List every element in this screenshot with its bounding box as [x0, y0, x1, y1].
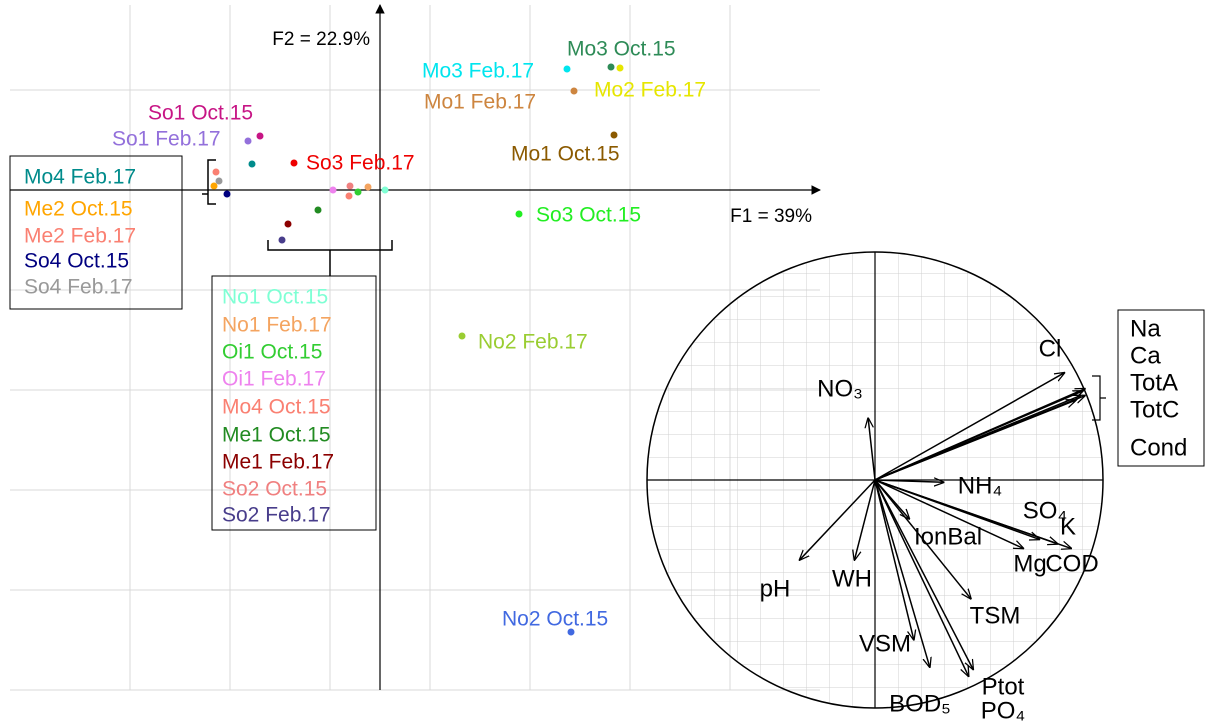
point-label: Mo2 Feb.17 — [594, 79, 706, 102]
variable-label: pH — [760, 575, 791, 602]
loading-arrow — [854, 479, 876, 560]
point — [610, 131, 618, 139]
variable-label: Cond — [1130, 434, 1187, 461]
point — [284, 220, 292, 228]
variable-label: Ptot — [982, 673, 1025, 700]
point — [244, 137, 252, 145]
point-label: Mo3 Feb.17 — [422, 60, 534, 83]
variable-label: NO₃ — [817, 375, 863, 402]
variable-label: PO₄ — [981, 697, 1025, 724]
point-label: Me2 Feb.17 — [24, 225, 136, 248]
loading-arrow — [800, 479, 876, 560]
variable-label: Ca — [1130, 342, 1161, 369]
loading-arrow — [874, 479, 1071, 548]
point — [381, 186, 389, 194]
label-box — [9, 155, 183, 310]
score-plot: F1 = 39% F2 = 22.9% Mo3 Oct.15 Mo3 Feb.17 Mo… — [10, 4, 821, 691]
variable-label: COD — [1045, 550, 1098, 577]
point-label: Mo3 Oct.15 — [567, 38, 676, 61]
point — [567, 628, 575, 636]
point — [278, 236, 286, 244]
point-label: Me1 Feb.17 — [222, 451, 334, 474]
point — [458, 332, 466, 340]
point-label: So3 Feb.17 — [306, 152, 415, 175]
point-label: No1 Feb.17 — [222, 314, 332, 337]
loading-arrow — [874, 479, 914, 640]
variable-label: IonBal — [914, 523, 982, 550]
point-label: Mo1 Oct.15 — [511, 143, 620, 166]
variable-label: TotA — [1130, 369, 1178, 396]
point-label: So2 Oct.15 — [222, 478, 327, 501]
variable-label: BOD₅ — [889, 690, 951, 717]
point — [223, 190, 231, 198]
variable-label: TotC — [1130, 396, 1179, 423]
point-label: Mo4 Feb.17 — [24, 166, 136, 189]
point — [212, 168, 220, 176]
point — [290, 159, 298, 167]
loading-arrow — [874, 479, 930, 667]
variable-label: Mg — [1013, 550, 1046, 577]
variable-label: Na — [1130, 315, 1161, 342]
y-axis-label: F2 = 22.9% — [272, 29, 370, 50]
loading-arrow — [874, 479, 971, 599]
point — [210, 182, 218, 190]
bracket — [1092, 375, 1106, 421]
point — [607, 63, 615, 71]
point-label: So2 Feb.17 — [222, 504, 331, 527]
point-label: So1 Feb.17 — [112, 128, 221, 151]
point-label: So4 Feb.17 — [24, 276, 133, 299]
point — [354, 188, 362, 196]
point-label: So3 Oct.15 — [536, 204, 641, 227]
point-label: No2 Feb.17 — [478, 331, 588, 354]
point — [563, 65, 571, 73]
point — [248, 160, 256, 168]
variable-label: NH₄ — [958, 472, 1002, 499]
point — [515, 210, 523, 218]
loading-arrow — [874, 479, 968, 676]
loading-arrow — [868, 418, 876, 481]
point-label: So1 Oct.15 — [148, 102, 253, 125]
point-label: Oi1 Oct.15 — [222, 341, 322, 364]
point — [314, 206, 322, 214]
point — [345, 192, 353, 200]
variable-label: SO₄ — [1023, 497, 1067, 524]
point — [346, 182, 354, 190]
bracket — [267, 240, 393, 276]
point — [364, 183, 372, 191]
variable-label: K — [1060, 513, 1076, 540]
label-box — [1117, 309, 1205, 467]
loading-arrow — [874, 389, 1085, 481]
loading-arrow — [874, 479, 1023, 548]
point-label: No2 Oct.15 — [502, 608, 608, 631]
variable-label: WH — [832, 565, 872, 592]
loading-arrow — [874, 479, 973, 669]
loading-arrow — [874, 396, 1085, 481]
x-axis-label: F1 = 39% — [730, 206, 812, 227]
point — [215, 177, 223, 185]
variable-label: TSM — [970, 602, 1021, 629]
loading-arrow — [874, 373, 1064, 481]
point-label: Me1 Oct.15 — [222, 424, 331, 447]
point — [329, 186, 337, 194]
point-label: Me2 Oct.15 — [24, 198, 133, 221]
point-label: Oi1 Feb.17 — [222, 368, 326, 391]
point — [570, 87, 578, 95]
point-label: Mo1 Feb.17 — [424, 91, 536, 114]
point — [256, 132, 264, 140]
variable-label: VSM — [859, 630, 911, 657]
point-label: Mo4 Oct.15 — [222, 396, 331, 419]
point-label: No1 Oct.15 — [222, 286, 328, 309]
loading-arrow — [874, 480, 943, 482]
point-label: So4 Oct.15 — [24, 250, 129, 273]
variable-label: Cl — [1039, 335, 1062, 362]
bracket — [202, 159, 216, 205]
label-box — [211, 275, 377, 531]
point — [616, 64, 624, 72]
